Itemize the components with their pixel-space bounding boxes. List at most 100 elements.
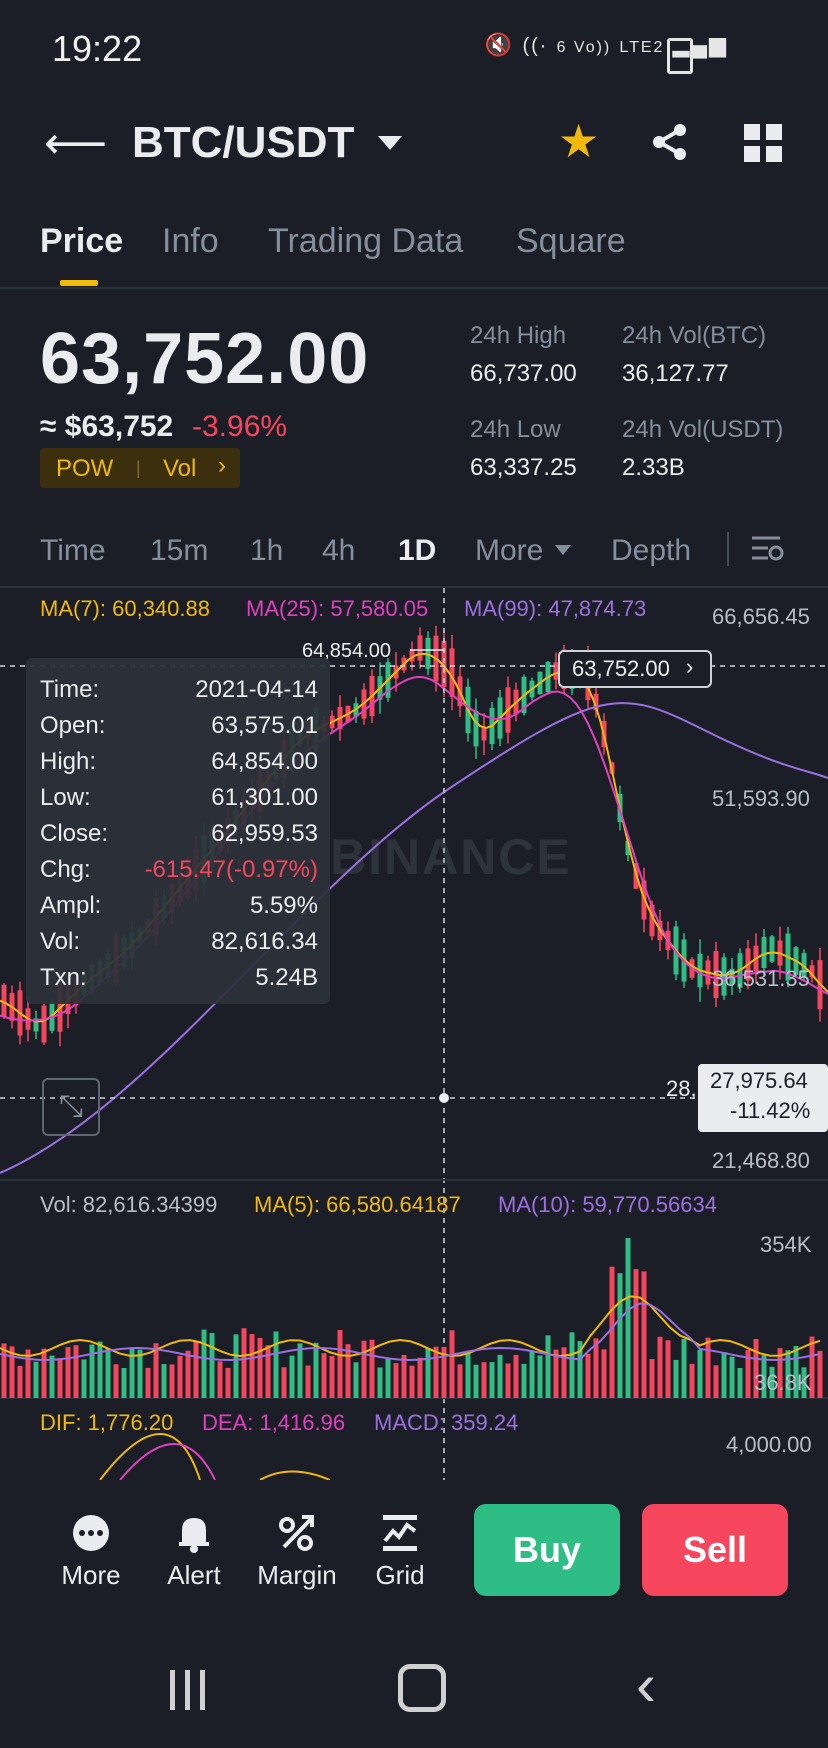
- chevron-right-icon[interactable]: ›: [218, 452, 226, 479]
- signal-icon: ▂▄▆: [672, 32, 728, 57]
- candle: [553, 662, 559, 680]
- volume-bar: [649, 1359, 655, 1398]
- share-icon[interactable]: [650, 122, 690, 162]
- volume-bar: [49, 1355, 55, 1398]
- low-value: 63,337.25: [470, 454, 577, 481]
- candle: [481, 727, 487, 741]
- caret-down-icon[interactable]: [555, 545, 571, 555]
- tab-price[interactable]: Price: [40, 222, 124, 260]
- grid-icon[interactable]: [744, 124, 782, 162]
- volume-bar: [553, 1349, 559, 1398]
- tooltip-label: Time:: [40, 676, 100, 703]
- volume-bar: [633, 1269, 639, 1398]
- tab-trading-data[interactable]: Trading Data: [268, 222, 464, 260]
- chart-settings-icon[interactable]: [750, 532, 784, 566]
- tooltip-label: High:: [40, 748, 97, 775]
- axis-label: 21,468.80: [712, 1148, 810, 1173]
- volume-bar: [489, 1362, 495, 1398]
- current-price-value[interactable]: 63,752.00: [572, 656, 670, 681]
- caret-down-icon[interactable]: [378, 136, 402, 150]
- tag-pow[interactable]: POW: [56, 455, 114, 482]
- volume-bar: [673, 1359, 679, 1398]
- volume-bar: [497, 1354, 503, 1398]
- volume-bar: [537, 1355, 543, 1398]
- grid-label: Grid: [375, 1560, 425, 1590]
- volume-bar: [137, 1349, 143, 1398]
- tabs-divider: [0, 287, 828, 289]
- volume-bar: [369, 1339, 375, 1398]
- volume-bar: [169, 1364, 175, 1398]
- sell-button[interactable]: Sell: [642, 1504, 788, 1596]
- volume-bar: [177, 1355, 183, 1398]
- bell-icon: [149, 1508, 239, 1554]
- crosshair-dot: [439, 1093, 449, 1103]
- volume-bar: [393, 1363, 399, 1398]
- timeframe-1d[interactable]: 1D: [398, 534, 437, 567]
- volume-bar: [753, 1339, 759, 1398]
- volume-bar: [265, 1345, 271, 1398]
- volume-ma5-label: MA(5): 66,580.64187: [254, 1192, 461, 1217]
- volume-bar: [457, 1364, 463, 1398]
- low-label: 24h Low: [470, 416, 561, 443]
- volume-bar: [609, 1266, 615, 1398]
- timeframe-time[interactable]: Time: [40, 534, 106, 567]
- alert-button[interactable]: Alert: [149, 1508, 239, 1591]
- timeframe-15m[interactable]: 15m: [150, 534, 209, 567]
- volume-bar: [761, 1355, 767, 1398]
- alert-label: Alert: [167, 1560, 221, 1590]
- tab-square[interactable]: Square: [516, 222, 626, 260]
- tooltip-label: Close:: [40, 820, 109, 847]
- ma99-line: [0, 702, 828, 1174]
- volume-bar: [281, 1367, 287, 1398]
- margin-button[interactable]: Margin: [252, 1508, 342, 1591]
- timeframe-depth[interactable]: Depth: [611, 534, 692, 567]
- tag-vol[interactable]: Vol: [163, 455, 197, 482]
- volume-bar: [129, 1348, 135, 1398]
- tooltip-label: Vol:: [40, 928, 81, 955]
- tooltip-label: Chg:: [40, 856, 91, 883]
- timeframe-more[interactable]: More: [475, 534, 544, 567]
- more-button[interactable]: More: [46, 1508, 136, 1591]
- home-icon[interactable]: [398, 1664, 446, 1712]
- volume-bar: [345, 1344, 351, 1398]
- crosshair-percent: -11.42%: [730, 1098, 811, 1123]
- volume-bar: [81, 1359, 87, 1398]
- volume-bar: [241, 1328, 247, 1398]
- battery-icon: [667, 38, 693, 74]
- tooltip-value: 2021-04-14: [195, 676, 318, 703]
- tooltip-value: 82,616.34: [211, 928, 318, 955]
- volume-bar: [689, 1363, 695, 1398]
- tooltip-label: Txn:: [40, 964, 87, 991]
- margin-icon: [252, 1508, 342, 1554]
- volume-bar: [121, 1367, 127, 1398]
- recent-apps-icon[interactable]: [166, 1668, 210, 1712]
- volume-bar: [705, 1337, 711, 1398]
- buy-button[interactable]: Buy: [474, 1504, 620, 1596]
- volume-bar: [161, 1364, 167, 1398]
- current-price-pill[interactable]: [558, 650, 712, 688]
- star-icon[interactable]: ★: [558, 115, 600, 167]
- high-value: 66,737.00: [470, 360, 577, 387]
- volume-bar: [97, 1341, 103, 1398]
- volume-bar: [353, 1362, 359, 1398]
- volume-bar: [641, 1271, 647, 1398]
- nav-back-icon[interactable]: ‹: [636, 1651, 656, 1718]
- volume-bar: [329, 1356, 335, 1398]
- grid-button[interactable]: Grid: [355, 1508, 445, 1591]
- back-arrow-icon[interactable]: ⟵: [44, 119, 108, 168]
- timeframe-1h[interactable]: 1h: [250, 534, 284, 567]
- volume-bar: [729, 1356, 735, 1398]
- volume-bar: [697, 1349, 703, 1398]
- volume-axis-bottom: 36.8K: [754, 1370, 812, 1395]
- pair-title[interactable]: BTC/USDT: [132, 118, 355, 167]
- volume-bar: [41, 1348, 47, 1398]
- tab-info[interactable]: Info: [162, 222, 219, 260]
- candle: [33, 1018, 39, 1032]
- timeframe-4h[interactable]: 4h: [322, 534, 356, 567]
- tags-box[interactable]: [40, 448, 240, 488]
- ma7-label: MA(7): 60,340.88: [40, 596, 210, 621]
- volume-bar: [57, 1358, 63, 1398]
- expand-icon[interactable]: ⤡: [42, 1078, 100, 1136]
- volume-bar: [233, 1334, 239, 1398]
- chevron-right-icon[interactable]: ›: [686, 654, 694, 679]
